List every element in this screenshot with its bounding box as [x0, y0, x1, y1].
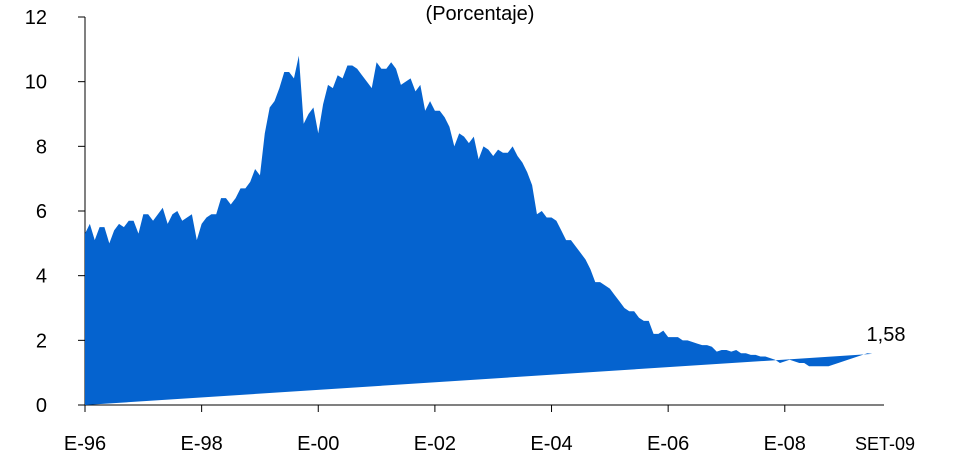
y-tick-label: 12 [25, 7, 47, 29]
y-tick-label: 4 [36, 266, 47, 288]
chart-subtitle: (Porcentaje) [426, 3, 535, 25]
y-tick-label: 10 [25, 72, 47, 94]
x-tick-label: E-98 [181, 433, 223, 455]
y-tick-label: 6 [36, 201, 47, 223]
x-tick-label: E-00 [297, 433, 339, 455]
y-tick-label: 0 [36, 395, 47, 417]
x-tick-label: E-96 [64, 433, 106, 455]
last-value-label: 1,58 [867, 324, 906, 346]
y-axis: 0 2 4 6 8 10 12 [25, 7, 86, 417]
x-axis: E-96 E-98 E-00 E-02 E-04 E-06 E-08 SET-09 [64, 404, 915, 455]
series-area [85, 55, 873, 406]
x-tick-label: E-02 [414, 433, 456, 455]
y-tick-label: 8 [36, 136, 47, 158]
y-tick-label: 2 [36, 330, 47, 352]
x-tick-label: E-06 [647, 433, 689, 455]
x-tick-label: E-08 [764, 433, 806, 455]
x-tick-label: E-04 [530, 433, 572, 455]
x-tick-label: SET-09 [855, 434, 915, 454]
